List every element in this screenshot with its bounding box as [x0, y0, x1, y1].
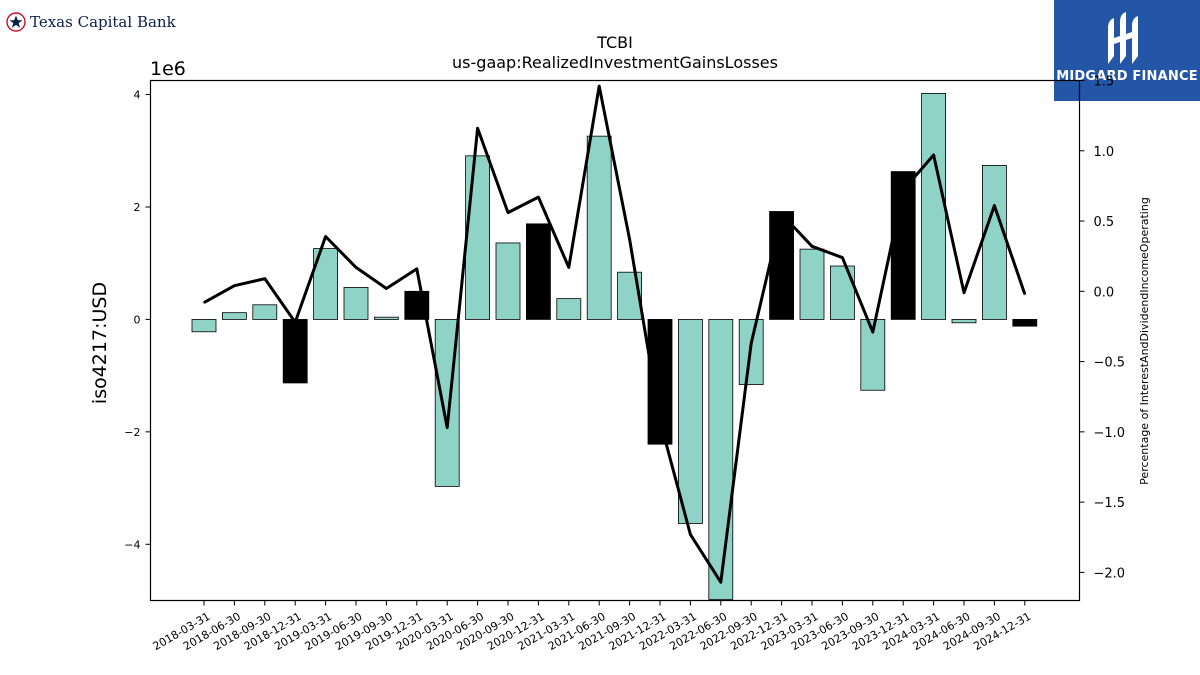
y-tick-label: 4: [134, 89, 141, 102]
y2-tick-label: −1.5: [1094, 496, 1126, 511]
bar: [526, 223, 551, 320]
line-point: [750, 342, 752, 345]
line-point: [385, 287, 388, 290]
line-point: [416, 268, 418, 270]
line-point: [720, 581, 722, 584]
bar: [678, 319, 703, 524]
bar: [252, 304, 278, 320]
bar: [1012, 319, 1038, 327]
y2-tick-label: 1.0: [1094, 145, 1115, 160]
y-axis-label: iso4217:USD: [89, 282, 111, 404]
line-point: [993, 204, 996, 207]
y-tick-label: −2: [124, 426, 140, 439]
line-point: [628, 238, 631, 241]
y-tick-label: −4: [124, 538, 140, 551]
bar: [313, 248, 339, 320]
midgard-finance-logo: MIDGARD FINANCE: [1054, 0, 1200, 101]
line-point: [902, 189, 904, 191]
y2-tick-label: 0.0: [1094, 285, 1115, 300]
bar: [221, 312, 247, 320]
line-point: [203, 301, 205, 304]
line-point: [233, 284, 236, 287]
line-point: [689, 533, 692, 536]
line-point: [324, 235, 327, 238]
line-point: [659, 419, 661, 422]
bar: [465, 155, 491, 320]
line-point: [264, 277, 266, 280]
bar: [191, 319, 217, 333]
bar: [282, 319, 308, 384]
line-point: [294, 321, 297, 324]
line-point: [568, 266, 570, 269]
line-point: [1024, 293, 1026, 295]
y2-tick-label: −2.0: [1094, 566, 1126, 581]
y-offset-text: 1e6: [150, 58, 186, 80]
line-series: [203, 84, 1027, 584]
line-point: [872, 331, 874, 333]
y2-axis-label: Percentage of InterestAndDividendIncomeO…: [1138, 197, 1151, 485]
texas-capital-bank-logo: Texas Capital Bank: [6, 12, 176, 32]
bar: [586, 135, 612, 320]
bar: [830, 265, 855, 320]
bar: [343, 286, 369, 320]
line-point: [355, 266, 357, 269]
y-tick-label: 0: [134, 313, 141, 326]
line-point: [780, 213, 783, 215]
bar: [495, 242, 521, 320]
y2-tick-label: 0.5: [1094, 215, 1115, 230]
line-point: [963, 291, 965, 294]
chart-title: TCBI: [596, 33, 633, 52]
star-seal-icon: [6, 12, 26, 32]
line-point: [811, 245, 813, 248]
y2-tick-label: 1.5: [1094, 75, 1115, 90]
chart-subtitle: us-gaap:RealizedInvestmentGainsLosses: [452, 53, 778, 72]
line-point: [476, 127, 479, 130]
line-point: [507, 211, 509, 214]
y2-tick-label: −0.5: [1094, 356, 1126, 371]
bar: [373, 316, 399, 320]
bar: [708, 319, 734, 600]
brand-right-name: MIDGARD FINANCE: [1056, 69, 1198, 84]
y-tick-label: 2: [134, 201, 141, 214]
bar: [556, 298, 582, 320]
midgard-mark-icon: [1108, 12, 1138, 64]
line-point: [932, 154, 935, 156]
bar: [921, 93, 946, 320]
line-point: [446, 426, 449, 429]
line-point: [537, 196, 540, 198]
bar: [769, 211, 794, 320]
plot-frame: [149, 79, 1081, 602]
bar: [799, 248, 825, 320]
y2-tick-label: −1.0: [1094, 426, 1126, 441]
brand-left-name: Texas Capital Bank: [30, 13, 176, 31]
bar: [982, 164, 1007, 320]
line-point: [598, 85, 600, 87]
line-point: [841, 256, 844, 259]
bar: [951, 319, 977, 324]
